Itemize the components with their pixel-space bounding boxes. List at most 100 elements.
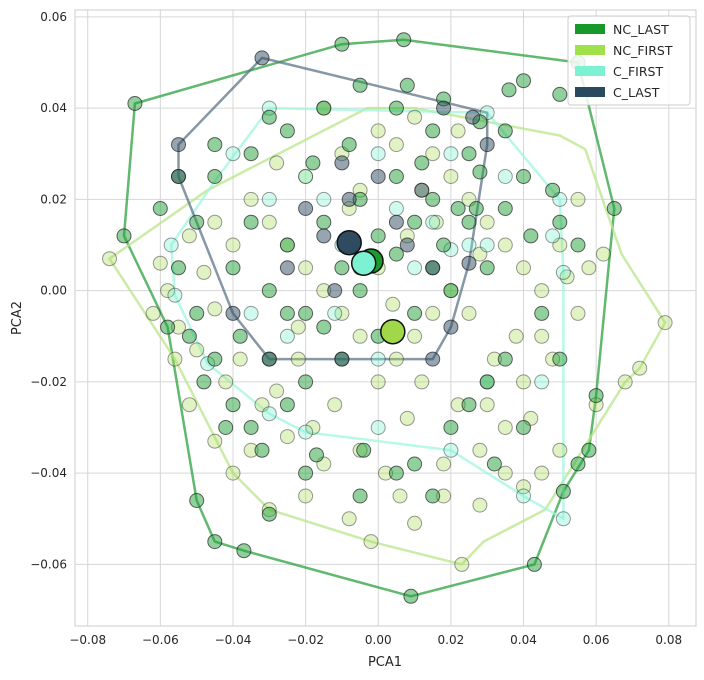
y-tick-label: −0.02 — [30, 375, 67, 389]
data-point — [341, 191, 357, 207]
data-point — [279, 397, 295, 413]
x-tick-label: 0.04 — [510, 633, 537, 647]
data-point — [298, 169, 314, 184]
data-point — [341, 511, 357, 527]
data-point — [225, 465, 241, 481]
data-point — [225, 146, 241, 162]
data-point — [461, 397, 477, 413]
data-point — [399, 237, 415, 253]
data-point — [269, 383, 285, 399]
centroid-c-last — [336, 229, 362, 256]
data-point — [327, 283, 343, 299]
data-point — [218, 374, 234, 390]
data-point — [425, 123, 441, 139]
data-point — [388, 100, 404, 116]
data-point — [189, 493, 205, 508]
data-point — [555, 483, 571, 499]
legend-label: C_LAST — [613, 85, 660, 100]
series-c-first — [163, 100, 571, 527]
data-point — [388, 169, 404, 184]
data-point — [436, 237, 452, 253]
data-point — [171, 169, 186, 184]
data-point — [189, 342, 205, 358]
data-point — [225, 305, 241, 321]
legend-label: NC_FIRST — [613, 43, 673, 58]
y-tick-label: −0.04 — [30, 466, 67, 480]
data-point — [555, 511, 571, 527]
data-point — [116, 228, 132, 244]
data-point — [516, 169, 531, 184]
legend-label: C_FIRST — [613, 64, 663, 79]
data-point — [534, 305, 550, 321]
data-point — [316, 214, 332, 230]
data-point — [102, 251, 117, 267]
data-point — [595, 246, 611, 262]
data-points — [102, 32, 673, 604]
data-point — [425, 260, 441, 276]
data-point — [207, 351, 223, 367]
data-point — [243, 214, 259, 230]
data-point — [298, 169, 314, 184]
data-point — [388, 214, 404, 230]
series-c-last — [171, 50, 495, 367]
data-point — [171, 260, 186, 276]
data-point — [443, 283, 459, 299]
data-point — [298, 465, 314, 481]
data-point — [425, 146, 441, 162]
y-tick-label: 0.00 — [40, 284, 67, 298]
data-point — [508, 328, 524, 344]
data-point — [497, 237, 513, 253]
data-point — [479, 214, 495, 230]
x-axis-label: PCA1 — [368, 655, 402, 670]
data-point — [526, 556, 542, 572]
data-point — [461, 305, 477, 321]
y-tick-label: −0.06 — [30, 557, 67, 571]
data-point — [425, 305, 441, 321]
data-point — [152, 201, 168, 216]
data-point — [181, 397, 197, 413]
data-point — [160, 319, 176, 335]
data-point — [290, 319, 306, 335]
data-point — [465, 109, 481, 125]
y-tick-label: 0.04 — [40, 101, 67, 115]
data-point — [570, 237, 586, 253]
x-tick-label: 0.06 — [583, 633, 610, 647]
data-point — [269, 155, 285, 171]
data-point — [261, 214, 277, 230]
data-point — [298, 260, 314, 276]
data-point — [552, 237, 568, 253]
data-point — [232, 351, 248, 367]
data-point — [428, 214, 444, 230]
data-point — [479, 260, 495, 276]
data-point — [352, 77, 368, 93]
data-point — [290, 351, 306, 367]
x-tick-label: −0.08 — [69, 633, 106, 647]
y-tick-label: 0.02 — [40, 192, 67, 206]
data-point — [461, 237, 477, 253]
data-point — [657, 315, 673, 331]
data-point — [479, 237, 495, 253]
data-point — [392, 488, 408, 504]
data-point — [570, 191, 586, 207]
data-point — [407, 260, 423, 276]
data-point — [127, 96, 143, 111]
data-point — [516, 488, 531, 504]
data-point — [243, 305, 259, 321]
data-point — [454, 556, 470, 572]
data-point — [334, 305, 350, 321]
data-point — [545, 228, 561, 244]
legend: NC_LAST NC_FIRST C_FIRST C_LAST — [567, 15, 691, 106]
data-point — [370, 146, 386, 162]
data-point — [399, 410, 415, 426]
data-point — [167, 351, 183, 367]
data-point — [443, 319, 459, 335]
data-point — [316, 191, 332, 207]
data-point — [171, 137, 186, 153]
data-point — [534, 283, 550, 299]
data-point — [436, 100, 452, 116]
data-point — [501, 82, 517, 98]
data-point — [207, 534, 223, 550]
legend-swatch — [575, 66, 605, 76]
data-point — [461, 214, 477, 230]
data-point — [316, 319, 332, 335]
